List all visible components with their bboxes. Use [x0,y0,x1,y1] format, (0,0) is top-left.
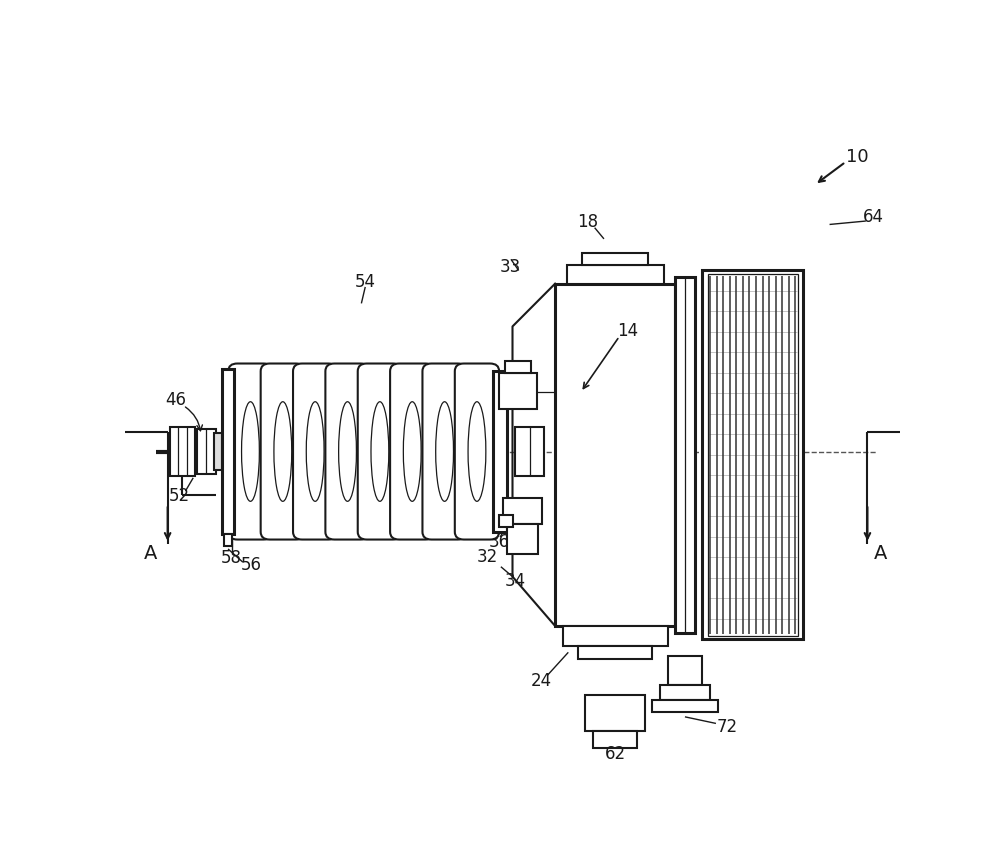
FancyBboxPatch shape [390,363,434,540]
Ellipse shape [306,402,324,501]
Bar [702,270,803,640]
Bar [675,277,695,633]
Text: 34: 34 [504,572,525,590]
Text: 10: 10 [846,148,869,166]
Text: 58: 58 [221,549,242,567]
Text: 54: 54 [355,274,376,292]
Ellipse shape [274,402,292,501]
Bar [555,284,675,626]
Bar [499,373,537,409]
FancyBboxPatch shape [358,363,402,540]
FancyBboxPatch shape [455,363,499,540]
Bar [563,626,668,646]
Text: 36: 36 [489,534,510,551]
Ellipse shape [468,402,486,501]
Bar [578,646,652,659]
Text: 62: 62 [605,746,626,764]
Text: 64: 64 [862,208,883,227]
Bar [170,427,195,476]
FancyBboxPatch shape [261,363,305,540]
Bar [499,516,513,528]
Text: 33: 33 [500,258,521,276]
Ellipse shape [371,402,389,501]
Ellipse shape [403,402,421,501]
Bar [214,433,222,469]
Text: 32: 32 [477,548,498,566]
Ellipse shape [242,402,259,501]
Bar [222,369,234,534]
Bar [585,695,645,731]
Text: 46: 46 [165,392,186,410]
Text: 72: 72 [717,717,738,735]
Bar [708,274,798,636]
Text: 56: 56 [241,557,262,575]
Bar [567,265,664,284]
Text: A: A [874,544,887,563]
Bar [493,371,507,532]
Bar [197,429,216,474]
Text: 52: 52 [169,486,190,504]
Bar [515,427,544,476]
Ellipse shape [436,402,453,501]
Bar [668,656,702,685]
Bar [503,498,542,524]
FancyBboxPatch shape [293,363,337,540]
Bar [593,731,637,748]
FancyBboxPatch shape [228,363,273,540]
Bar [652,699,718,711]
Bar [505,361,531,373]
Bar [507,524,538,553]
Text: 14: 14 [617,322,638,340]
Ellipse shape [339,402,356,501]
FancyBboxPatch shape [325,363,370,540]
Text: A: A [144,544,157,563]
Bar [224,534,232,545]
Text: 18: 18 [577,213,598,231]
FancyBboxPatch shape [422,363,467,540]
Bar [660,685,710,699]
Text: 24: 24 [531,672,552,690]
Bar [582,253,648,265]
